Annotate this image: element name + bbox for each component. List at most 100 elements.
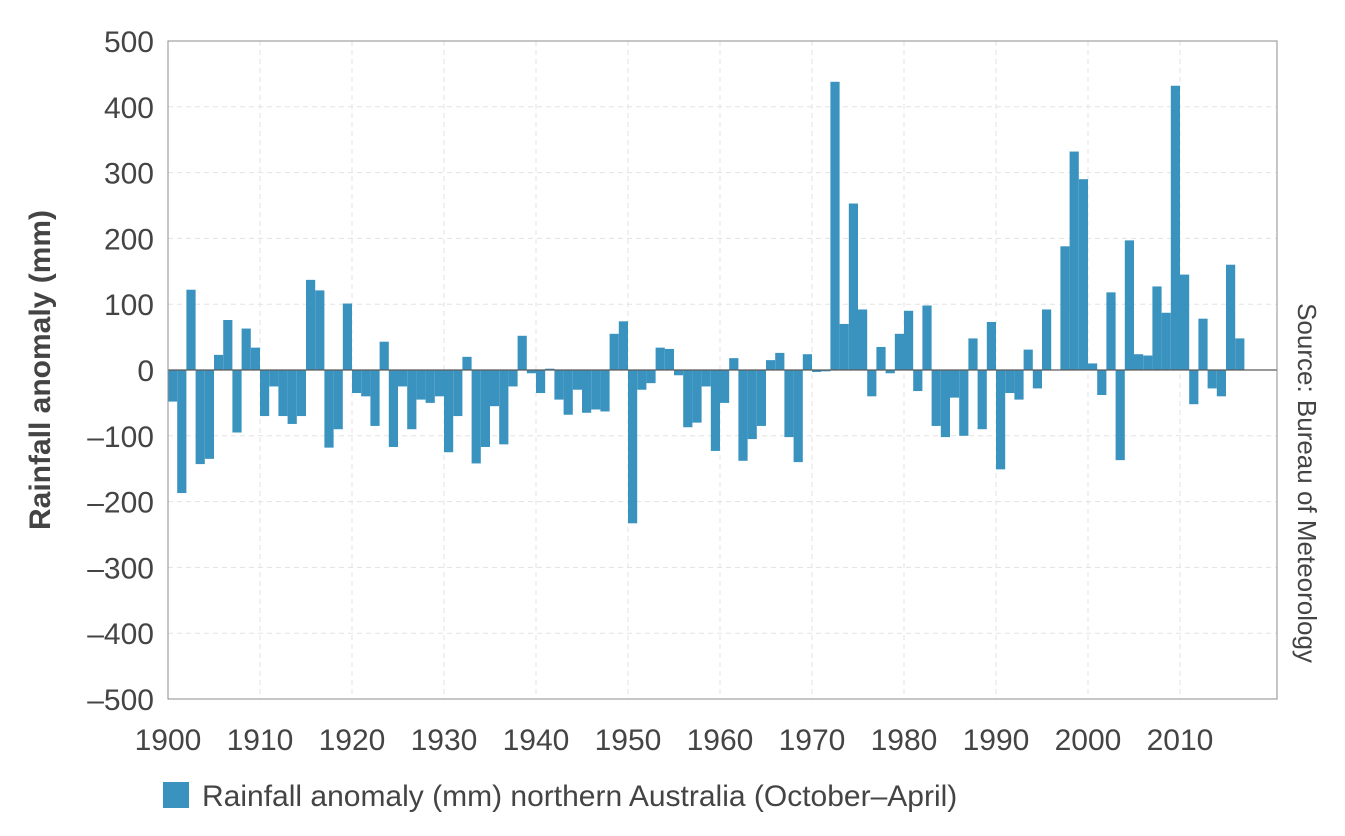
bar-1989 <box>986 321 996 370</box>
y-tick-label: 200 <box>104 223 154 256</box>
bar-1947 <box>600 370 610 412</box>
x-axis-ticks: 1900 1910 1920 1930 1940 1950 1960 1970 1980 1990… <box>135 724 1214 757</box>
x-tick-label: 1960 <box>687 724 754 757</box>
bar-1902 <box>186 289 196 370</box>
bar-1906 <box>223 319 233 370</box>
y-tick-label: –400 <box>87 618 154 651</box>
bar-1959 <box>710 370 720 451</box>
bar-1956 <box>683 370 693 428</box>
bar-1933 <box>471 370 481 464</box>
bar-2004 <box>1124 240 1134 370</box>
bar-series <box>168 81 1245 524</box>
bar-1984 <box>940 370 950 438</box>
bar-1901 <box>177 370 187 494</box>
y-tick-label: 100 <box>104 289 154 322</box>
bar-1978 <box>885 370 895 374</box>
bar-1985 <box>950 370 960 398</box>
bar-1949 <box>618 321 628 370</box>
bar-1904 <box>204 370 214 459</box>
bar-1905 <box>214 354 224 370</box>
bar-2005 <box>1134 354 1144 370</box>
bar-1925 <box>398 370 408 387</box>
bar-1971 <box>821 370 831 372</box>
bar-1957 <box>692 370 702 423</box>
y-tick-label: 0 <box>137 355 154 388</box>
bar-1993 <box>1023 349 1033 370</box>
bar-1900 <box>168 370 178 402</box>
bar-2003 <box>1115 370 1125 461</box>
bar-2010 <box>1180 274 1190 370</box>
bar-1976 <box>867 370 877 397</box>
y-axis-ticks: 500 400 300 200 100 0 –100 –200 –300 –400 –500 <box>87 26 154 717</box>
bar-2009 <box>1170 85 1180 370</box>
bar-1929 <box>434 370 444 397</box>
bar-1988 <box>977 370 987 430</box>
bar-1967 <box>784 370 794 438</box>
bar-1924 <box>388 370 398 447</box>
x-tick-label: 1940 <box>503 724 570 757</box>
bar-1960 <box>720 370 730 403</box>
bar-1953 <box>655 347 665 370</box>
y-axis-title: Rainfall anomaly (mm) <box>24 210 57 530</box>
bar-1908 <box>241 328 251 370</box>
bar-1907 <box>232 370 242 433</box>
bar-1932 <box>462 356 472 370</box>
bar-1943 <box>563 370 573 415</box>
bar-1939 <box>526 370 536 374</box>
bar-1965 <box>766 360 776 370</box>
bar-1979 <box>894 333 904 370</box>
bar-1928 <box>425 370 435 403</box>
bar-1992 <box>1014 370 1024 400</box>
x-tick-label: 1930 <box>411 724 478 757</box>
bar-1914 <box>296 370 306 417</box>
bar-1920 <box>352 370 362 394</box>
x-tick-label: 1910 <box>227 724 294 757</box>
x-tick-label: 1950 <box>595 724 662 757</box>
plot-frame <box>167 40 1278 700</box>
bar-1991 <box>1005 370 1015 394</box>
bar-2014 <box>1216 370 1226 397</box>
bar-1926 <box>407 370 417 430</box>
bar-1983 <box>931 370 941 426</box>
bar-1995 <box>1042 309 1052 370</box>
bar-2015 <box>1226 264 1236 370</box>
bar-2001 <box>1097 370 1107 396</box>
bar-1930 <box>444 370 454 453</box>
bar-1968 <box>793 370 803 463</box>
bar-1945 <box>582 370 592 413</box>
legend-label: Rainfall anomaly (mm) northern Australia… <box>202 780 957 813</box>
bar-1940 <box>536 370 546 394</box>
bar-1970 <box>812 370 822 372</box>
bar-1974 <box>848 203 858 370</box>
bar-2002 <box>1106 292 1116 370</box>
bar-1931 <box>453 370 463 417</box>
bar-1937 <box>508 370 518 387</box>
y-tick-label: 400 <box>104 92 154 125</box>
bar-1982 <box>922 305 932 370</box>
bar-1994 <box>1032 370 1042 389</box>
bar-1922 <box>370 370 380 426</box>
bar-1987 <box>968 338 978 370</box>
bar-1948 <box>609 333 619 370</box>
bar-1910 <box>260 370 270 417</box>
bar-1958 <box>701 370 711 387</box>
bar-1962 <box>738 370 748 461</box>
bar-1941 <box>545 368 555 370</box>
bar-1950 <box>628 370 638 524</box>
bar-1998 <box>1069 151 1079 370</box>
bar-1919 <box>342 303 352 370</box>
bar-2006 <box>1143 355 1153 370</box>
y-tick-label: –300 <box>87 552 154 585</box>
y-tick-label: 500 <box>104 26 154 59</box>
bar-1955 <box>674 370 684 376</box>
bar-1923 <box>379 341 389 370</box>
y-tick-label: –200 <box>87 487 154 520</box>
bar-1911 <box>269 370 279 387</box>
y-tick-label: –100 <box>87 421 154 454</box>
bar-1927 <box>416 370 426 400</box>
bar-1934 <box>480 370 490 447</box>
bar-1954 <box>664 348 674 370</box>
bar-2008 <box>1161 312 1171 370</box>
x-tick-label: 1980 <box>871 724 938 757</box>
